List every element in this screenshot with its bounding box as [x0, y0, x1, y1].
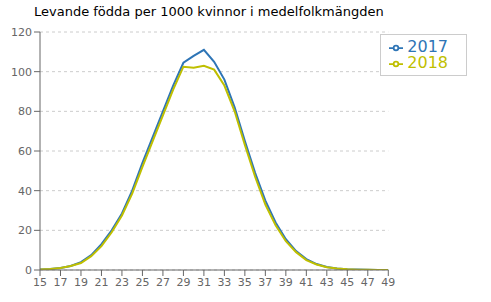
svg-text:21: 21: [94, 276, 108, 289]
svg-text:43: 43: [320, 276, 334, 289]
svg-text:80: 80: [18, 105, 32, 118]
svg-text:15: 15: [33, 276, 47, 289]
svg-text:0: 0: [25, 264, 32, 277]
svg-text:27: 27: [156, 276, 170, 289]
svg-text:33: 33: [217, 276, 231, 289]
svg-text:29: 29: [176, 276, 190, 289]
svg-text:19: 19: [74, 276, 88, 289]
svg-text:47: 47: [361, 276, 375, 289]
svg-text:41: 41: [299, 276, 313, 289]
html-text:2017: 2017: [407, 37, 448, 56]
svg-text:100: 100: [11, 66, 32, 79]
svg-text:23: 23: [115, 276, 129, 289]
svg-text:35: 35: [238, 276, 252, 289]
svg-text:25: 25: [135, 276, 149, 289]
svg-text:17: 17: [53, 276, 67, 289]
svg-text:39: 39: [279, 276, 293, 289]
html-text:Levande födda per 1000 kvinnor: Levande födda per 1000 kvinnor i medelfo…: [34, 4, 384, 19]
svg-text:20: 20: [18, 224, 32, 237]
svg-text:37: 37: [258, 276, 272, 289]
svg-text:40: 40: [18, 185, 32, 198]
svg-text:45: 45: [340, 276, 354, 289]
html-text:2018: 2018: [407, 53, 448, 72]
svg-text:31: 31: [197, 276, 211, 289]
svg-text:49: 49: [381, 276, 395, 289]
svg-text:120: 120: [11, 26, 32, 39]
svg-text:60: 60: [18, 145, 32, 158]
